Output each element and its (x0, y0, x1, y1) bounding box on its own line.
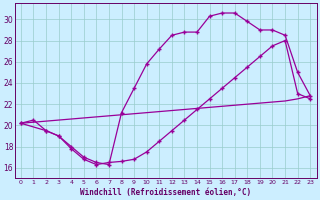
X-axis label: Windchill (Refroidissement éolien,°C): Windchill (Refroidissement éolien,°C) (80, 188, 251, 197)
